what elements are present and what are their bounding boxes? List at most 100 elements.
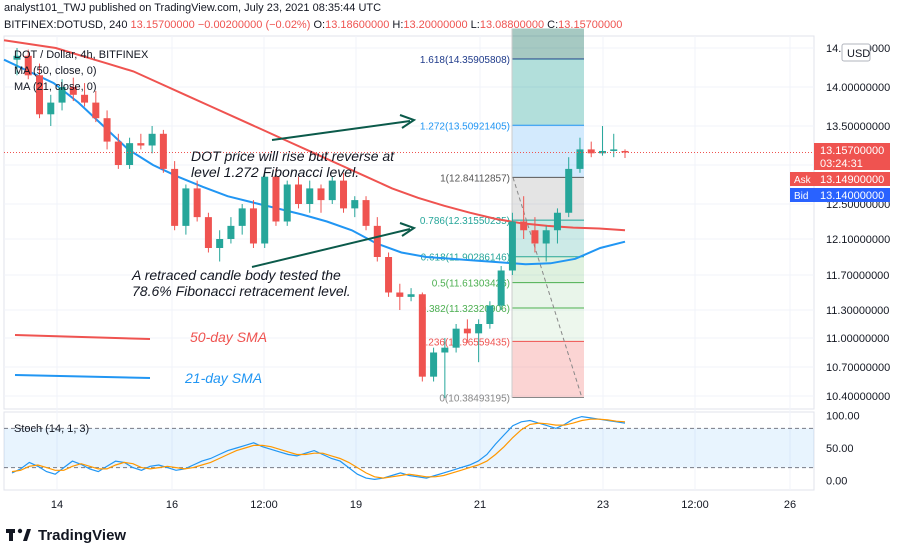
time-tick-label: 21 <box>474 499 486 511</box>
fib-level-label: 0.786(12.31550235) <box>420 216 510 227</box>
candle-body <box>204 217 212 248</box>
rise-annotation-line2: level 1.272 Fibonacci level. <box>191 164 359 180</box>
stoch-tick-label: 50.00 <box>826 443 854 455</box>
tradingview-logo-icon <box>6 528 31 541</box>
time-tick-label: 14 <box>51 499 63 511</box>
retrace-annotation-line2: 78.6% Fibonacci retracement level. <box>132 283 351 299</box>
time-tick-label: 12:00 <box>250 499 278 511</box>
fib-zone <box>512 58 584 126</box>
candle-body <box>306 188 314 204</box>
ask-value: 13.14900000 <box>820 174 884 186</box>
bid-label: Bid <box>794 191 808 202</box>
fib-level-label: 1.618(14.35905808) <box>420 55 510 66</box>
time-tick-label: 23 <box>597 499 609 511</box>
fib-level-label: 0(10.38493195) <box>439 393 510 404</box>
stoch-tick-label: 0.00 <box>826 476 847 488</box>
stoch-k-line <box>11 415 626 481</box>
sma21-legend-line <box>14 374 151 379</box>
stoch-pane[interactable] <box>3 411 815 491</box>
price-tick-label: 10.40000000 <box>826 391 890 403</box>
legend-ma50: MA (50, close, 0) <box>14 65 97 77</box>
stoch-tick-label: 100.00 <box>826 410 860 422</box>
time-tick-label: 12:00 <box>681 499 709 511</box>
candle-body <box>576 149 584 169</box>
fib-level-label: 0.5(11.61303426) <box>432 279 510 290</box>
fib-zone <box>512 256 584 283</box>
price-tick-label: 13.50000000 <box>826 121 890 133</box>
candlesticks <box>13 48 629 398</box>
candle-body <box>621 150 629 153</box>
candle-body <box>351 200 359 209</box>
last-price-tag: 13.15700000 03:24:31 <box>814 143 890 170</box>
candle-body <box>373 225 381 257</box>
price-axis[interactable]: 14.5000000014.0000000013.5000000013.0000… <box>826 43 890 488</box>
candle-body <box>238 208 246 226</box>
candle-body <box>317 188 325 201</box>
high-value: 13.20000000 <box>403 19 468 31</box>
open-label: O: <box>313 19 326 31</box>
last-price: 13.15700000 <box>130 19 195 31</box>
candle-body <box>328 180 336 201</box>
fib-level-label: 0.382(11.32320906) <box>421 304 510 315</box>
arrow-to-1272 <box>271 114 417 141</box>
main-pane[interactable] <box>3 35 815 410</box>
candle-body <box>81 94 89 103</box>
candle-body <box>587 149 595 154</box>
candle-body <box>385 257 393 293</box>
symbol-label[interactable]: BITFINEX:DOTUSD, 240 <box>4 19 128 31</box>
high-label: H: <box>392 19 404 31</box>
candle-body <box>216 239 224 248</box>
candle-body <box>610 149 618 151</box>
fib-level-label: 0.618(11.90286146) <box>421 253 510 264</box>
sma50-annotation: 50-day SMA <box>190 329 267 345</box>
bid-tag: Bid 13.14000000 <box>790 188 890 202</box>
fib-level-label: 1(12.84112857) <box>440 173 510 184</box>
ask-tag: Ask 13.14900000 <box>790 172 890 186</box>
ask-label: Ask <box>794 175 812 186</box>
candle-body <box>13 55 21 60</box>
candle-body <box>47 102 55 115</box>
close-value: 13.15700000 <box>558 19 623 31</box>
fib-trend-line <box>512 177 583 399</box>
symbol-ohlc-bar: BITFINEX:DOTUSD, 240 13.15700000 −0.0020… <box>4 19 622 31</box>
candle-body <box>114 141 122 165</box>
low-label: L: <box>470 19 480 31</box>
candle-body <box>598 150 606 154</box>
time-axis[interactable]: 14 16 12:00 19 21 23 12:00 26 <box>51 499 796 511</box>
fibonacci-extension[interactable]: 1.618(14.35905808) 1.272(13.50921405) 1(12… <box>420 28 584 405</box>
retrace-annotation-line1: A retraced candle body tested the <box>131 267 341 283</box>
currency-badge[interactable] <box>841 43 871 62</box>
open-value: 13.18600000 <box>325 19 390 31</box>
countdown-timer: 03:24:31 <box>820 158 863 170</box>
candle-body <box>418 294 426 377</box>
candle-body <box>520 221 528 231</box>
candle-body <box>24 55 32 76</box>
fib-level-label: 0.236(10.96559435) <box>420 337 510 348</box>
legend-title: DOT / Dollar, 4h, BITFINEX <box>14 49 149 61</box>
price-tick-label: 12.10000000 <box>826 234 890 246</box>
candle-body <box>542 230 550 244</box>
stoch-d-line <box>11 418 626 479</box>
candle-body <box>126 143 134 165</box>
fib-zone <box>512 282 584 308</box>
candle-body <box>486 305 494 324</box>
price-tick-label: 11.30000000 <box>826 305 889 317</box>
sma21-annotation: 21-day SMA <box>184 370 262 386</box>
candle-body <box>531 230 539 244</box>
price-tick-label: 14.00000000 <box>826 82 890 94</box>
candle-body <box>452 328 460 348</box>
candle-body <box>69 87 77 95</box>
price-change: −0.00200000 (−0.02%) <box>197 19 311 31</box>
candle-body <box>249 208 257 244</box>
bid-value: 13.14000000 <box>820 190 884 202</box>
low-value: 13.08800000 <box>479 19 545 31</box>
candle-body <box>565 168 573 213</box>
candle-body <box>261 176 269 244</box>
candle-body <box>182 188 190 226</box>
fib-level-label: 1.272(13.50921405) <box>420 121 510 132</box>
candle-body <box>340 180 348 209</box>
candle-body <box>463 328 471 334</box>
price-tick-label: 10.70000000 <box>826 362 890 374</box>
